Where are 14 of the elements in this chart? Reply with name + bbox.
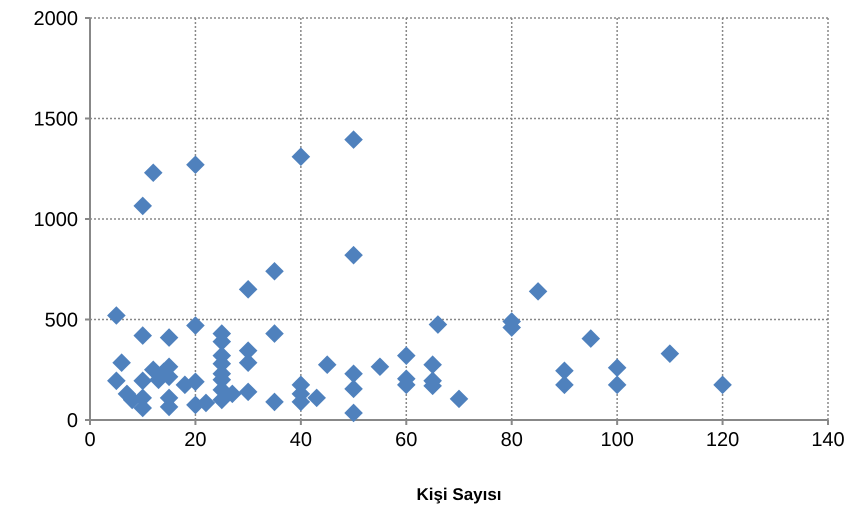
x-tick-label: 20 (184, 429, 207, 451)
x-tick-label: 100 (600, 429, 634, 451)
y-tick-label: 0 (66, 410, 78, 432)
y-tick-label: 2000 (34, 8, 78, 30)
x-tick-label: 80 (500, 429, 523, 451)
x-axis-title: Kişi Sayısı (416, 485, 502, 504)
y-tick-label: 500 (44, 310, 78, 332)
y-tick-label: 1500 (34, 108, 78, 130)
y-tick-label: 1000 (34, 209, 78, 231)
x-tick-label: 60 (395, 429, 418, 451)
x-tick-label: 40 (290, 429, 312, 451)
x-tick-label: 120 (706, 429, 740, 451)
x-tick-label: 140 (811, 429, 845, 451)
x-tick-label: 0 (84, 429, 96, 451)
